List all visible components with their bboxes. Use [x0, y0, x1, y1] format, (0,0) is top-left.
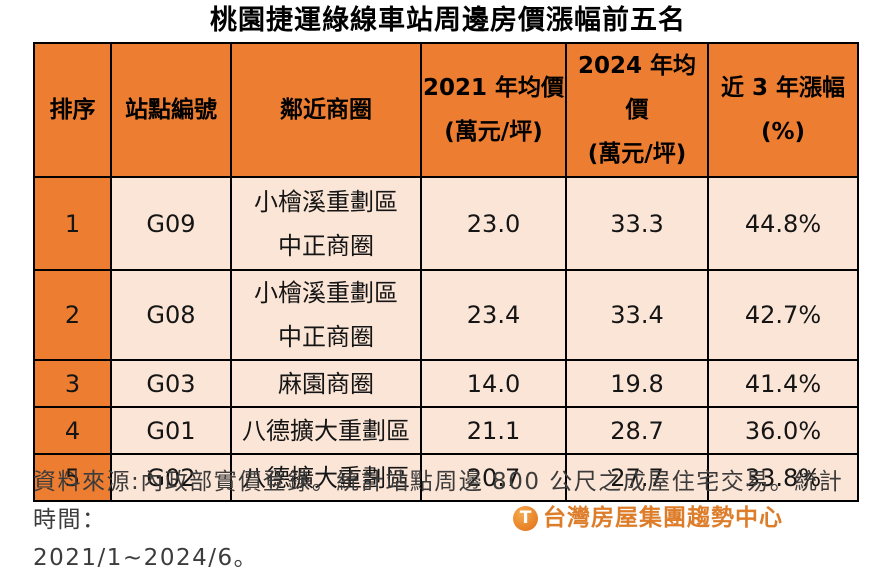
- price-2021-cell: 21.1: [420, 406, 567, 455]
- district-cell: 麻園商圈: [230, 359, 422, 408]
- header-district-label: 鄰近商圈: [280, 97, 372, 123]
- district-line: 麻園商圈: [278, 369, 374, 398]
- source-note-line1: 資料來源:內政部實價登錄。統計站點周邊 800 公尺之成屋住宅交易。統計時間：: [33, 469, 844, 533]
- header-station-label: 站點編號: [125, 97, 217, 123]
- brand-logo-text: 台灣房屋集團趨勢中心: [543, 505, 783, 531]
- table-row: 3 G03 麻園商圈 14.0 19.8 41.4%: [33, 359, 859, 408]
- page-title: 桃園捷運綠線車站周邊房價漲幅前五名: [210, 5, 686, 36]
- table-header-row: 排序 站點編號 鄰近商圈 2021 年均價 (萬元/坪) 2024 年均價: [33, 42, 859, 178]
- district-line: 中正商圈: [278, 323, 374, 351]
- district-line: 八德擴大重劃區: [242, 416, 410, 445]
- price-2024-cell: 28.7: [565, 406, 709, 455]
- district-cell: 小檜溪重劃區 中正商圈: [230, 176, 422, 271]
- header-price-2024: 2024 年均價 (萬元/坪): [565, 42, 709, 178]
- change-cell: 44.8%: [707, 176, 859, 271]
- station-cell: G02: [110, 453, 232, 502]
- rank-cell: 5: [33, 453, 112, 502]
- infographic-page: 桃園捷運綠線車站周邊房價漲幅前五名 排序 站點編號 鄰近商圈: [0, 5, 896, 571]
- rank-cell: 2: [33, 269, 112, 361]
- price-2024-cell: 33.3: [565, 176, 709, 271]
- district-line: 小檜溪重劃區: [254, 187, 398, 216]
- table-row: 1 G09 小檜溪重劃區 中正商圈 23.0 33.3 44.8%: [33, 176, 859, 271]
- district-cell: 八德擴大重劃區: [230, 406, 422, 455]
- price-2021-cell: 14.0: [420, 359, 567, 408]
- district-cell: 小檜溪重劃區 中正商圈: [230, 269, 422, 361]
- table-row: 5 G02 八德擴大重劃區 20.7 27.7 33.8%: [33, 453, 859, 502]
- header-change-unit: (%): [760, 119, 806, 145]
- brand-logo: T 台灣房屋集團趨勢中心: [513, 505, 783, 531]
- station-cell: G09: [110, 176, 232, 271]
- price-2024-cell: 27.7: [565, 453, 709, 502]
- header-rank-label: 排序: [49, 97, 96, 123]
- header-price-2024-label: 2024 年均價: [577, 53, 697, 123]
- district-line: 八德擴大重劃區: [242, 463, 410, 492]
- station-cell: G03: [110, 359, 232, 408]
- brand-logo-icon: T: [513, 505, 538, 531]
- source-note-line2: 2021/1~2024/6。: [33, 545, 259, 571]
- header-station: 站點編號: [110, 42, 232, 178]
- change-cell: 41.4%: [707, 359, 859, 408]
- change-cell: 42.7%: [707, 269, 859, 361]
- price-2021-cell: 23.0: [420, 176, 567, 271]
- table-row: 2 G08 小檜溪重劃區 中正商圈 23.4 33.4 42.7%: [33, 269, 859, 361]
- change-cell: 33.8%: [707, 453, 859, 502]
- change-cell: 36.0%: [707, 406, 859, 455]
- price-ranking-table: 排序 站點編號 鄰近商圈 2021 年均價 (萬元/坪) 2024 年均價: [33, 42, 859, 502]
- header-price-2021-label: 2021 年均價: [422, 75, 565, 101]
- header-price-2021: 2021 年均價 (萬元/坪): [420, 42, 567, 178]
- rank-cell: 1: [33, 176, 112, 271]
- station-cell: G08: [110, 269, 232, 361]
- price-2021-cell: 20.7: [420, 453, 567, 502]
- header-rank: 排序: [33, 42, 112, 178]
- district-cell: 八德擴大重劃區: [230, 453, 422, 502]
- header-district: 鄰近商圈: [230, 42, 422, 178]
- district-line: 小檜溪重劃區: [254, 279, 398, 307]
- price-2024-cell: 33.4: [565, 269, 709, 361]
- header-change-label: 近 3 年漲幅: [720, 75, 846, 101]
- header-price-2024-unit: (萬元/坪): [587, 141, 687, 167]
- price-2024-cell: 19.8: [565, 359, 709, 408]
- header-change: 近 3 年漲幅 (%): [707, 42, 859, 178]
- price-2021-cell: 23.4: [420, 269, 567, 361]
- rank-cell: 3: [33, 359, 112, 408]
- station-cell: G01: [110, 406, 232, 455]
- rank-cell: 4: [33, 406, 112, 455]
- district-line: 中正商圈: [278, 231, 374, 260]
- header-price-2021-unit: (萬元/坪): [444, 119, 543, 145]
- table-row: 4 G01 八德擴大重劃區 21.1 28.7 36.0%: [33, 406, 859, 455]
